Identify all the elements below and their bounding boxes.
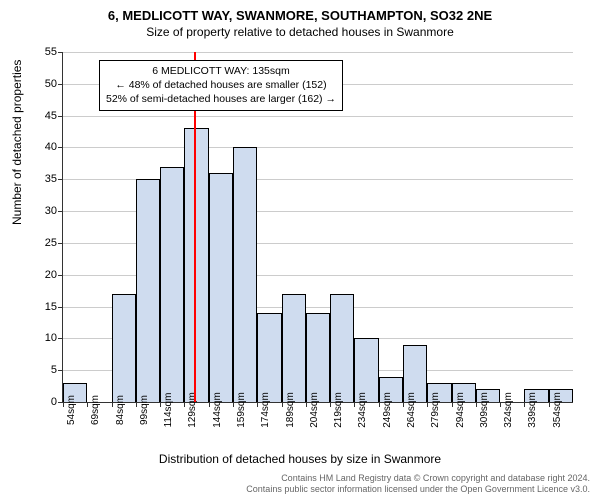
xtick-label: 324sqm	[503, 392, 514, 428]
y-axis-label: Number of detached properties	[10, 60, 24, 225]
histogram-bar	[330, 294, 354, 402]
xtick-label: 234sqm	[357, 392, 368, 428]
ytick-label: 45	[27, 110, 57, 122]
histogram-bar	[136, 179, 160, 402]
ytick-mark	[58, 275, 63, 276]
gridline	[63, 147, 573, 148]
footer-line-2: Contains public sector information licen…	[246, 484, 590, 496]
xtick-label: 159sqm	[236, 392, 247, 428]
histogram-bar	[184, 128, 208, 402]
xtick-label: 54sqm	[66, 395, 77, 425]
xtick-mark	[379, 402, 380, 407]
ytick-label: 10	[27, 332, 57, 344]
histogram-bar	[209, 173, 233, 402]
ytick-label: 20	[27, 269, 57, 281]
xtick-label: 84sqm	[115, 395, 126, 425]
xtick-label: 189sqm	[285, 392, 296, 428]
ytick-mark	[58, 147, 63, 148]
annotation-line: 6 MEDLICOTT WAY: 135sqm	[106, 64, 336, 78]
ytick-label: 55	[27, 46, 57, 58]
ytick-label: 5	[27, 364, 57, 376]
xtick-mark	[87, 402, 88, 407]
ytick-mark	[58, 243, 63, 244]
histogram-bar	[306, 313, 330, 402]
histogram-bar	[160, 167, 184, 402]
ytick-label: 30	[27, 205, 57, 217]
xtick-mark	[476, 402, 477, 407]
chart-area: 051015202530354045505554sqm69sqm84sqm99s…	[62, 52, 572, 402]
page-subtitle: Size of property relative to detached ho…	[0, 23, 600, 39]
xtick-mark	[209, 402, 210, 407]
xtick-label: 174sqm	[260, 392, 271, 428]
plot-region: 051015202530354045505554sqm69sqm84sqm99s…	[62, 52, 573, 403]
ytick-mark	[58, 338, 63, 339]
ytick-label: 50	[27, 78, 57, 90]
xtick-mark	[524, 402, 525, 407]
annotation-line: 52% of semi-detached houses are larger (…	[106, 92, 336, 106]
xtick-mark	[63, 402, 64, 407]
xtick-mark	[160, 402, 161, 407]
xtick-label: 144sqm	[212, 392, 223, 428]
xtick-mark	[354, 402, 355, 407]
ytick-mark	[58, 307, 63, 308]
xtick-label: 249sqm	[382, 392, 393, 428]
ytick-mark	[58, 84, 63, 85]
histogram-bar	[233, 147, 257, 402]
xtick-mark	[427, 402, 428, 407]
x-axis-label: Distribution of detached houses by size …	[0, 452, 600, 466]
xtick-mark	[330, 402, 331, 407]
ytick-label: 15	[27, 301, 57, 313]
ytick-label: 0	[27, 396, 57, 408]
ytick-mark	[58, 211, 63, 212]
xtick-label: 129sqm	[187, 392, 198, 428]
xtick-mark	[500, 402, 501, 407]
xtick-mark	[233, 402, 234, 407]
xtick-label: 279sqm	[430, 392, 441, 428]
xtick-mark	[136, 402, 137, 407]
xtick-label: 99sqm	[139, 395, 150, 425]
ytick-mark	[58, 370, 63, 371]
footer-line-1: Contains HM Land Registry data © Crown c…	[246, 473, 590, 485]
histogram-bar	[257, 313, 281, 402]
xtick-label: 294sqm	[455, 392, 466, 428]
xtick-label: 69sqm	[90, 395, 101, 425]
xtick-mark	[282, 402, 283, 407]
histogram-bar	[112, 294, 136, 402]
ytick-label: 35	[27, 173, 57, 185]
gridline	[63, 52, 573, 53]
annotation-box: 6 MEDLICOTT WAY: 135sqm← 48% of detached…	[99, 60, 343, 111]
histogram-bar	[282, 294, 306, 402]
xtick-label: 309sqm	[479, 392, 490, 428]
annotation-line: ← 48% of detached houses are smaller (15…	[106, 78, 336, 92]
footer-attribution: Contains HM Land Registry data © Crown c…	[246, 473, 590, 496]
page-title: 6, MEDLICOTT WAY, SWANMORE, SOUTHAMPTON,…	[0, 0, 600, 23]
ytick-mark	[58, 179, 63, 180]
gridline	[63, 116, 573, 117]
xtick-label: 339sqm	[527, 392, 538, 428]
xtick-mark	[549, 402, 550, 407]
xtick-label: 204sqm	[309, 392, 320, 428]
xtick-mark	[306, 402, 307, 407]
ytick-mark	[58, 52, 63, 53]
chart-container: 6, MEDLICOTT WAY, SWANMORE, SOUTHAMPTON,…	[0, 0, 600, 500]
xtick-label: 219sqm	[333, 392, 344, 428]
ytick-label: 40	[27, 141, 57, 153]
xtick-mark	[184, 402, 185, 407]
xtick-mark	[403, 402, 404, 407]
xtick-label: 114sqm	[163, 393, 174, 428]
xtick-mark	[257, 402, 258, 407]
xtick-mark	[112, 402, 113, 407]
ytick-mark	[58, 116, 63, 117]
xtick-mark	[452, 402, 453, 407]
ytick-label: 25	[27, 237, 57, 249]
xtick-label: 264sqm	[406, 392, 417, 428]
xtick-label: 354sqm	[552, 392, 563, 428]
